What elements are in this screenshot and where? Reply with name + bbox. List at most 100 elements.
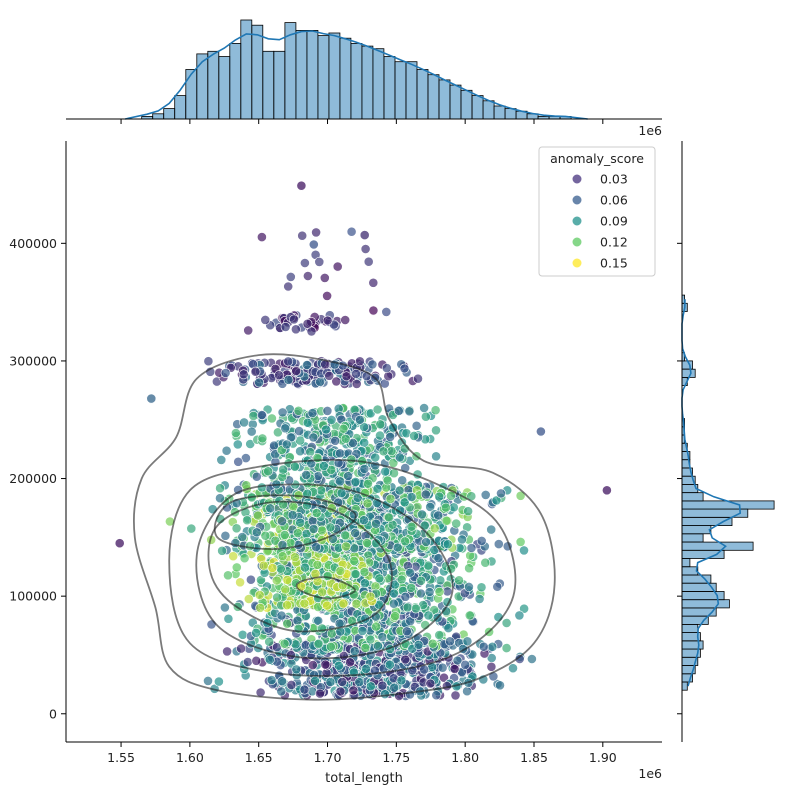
scatter-point [501,618,512,628]
scatter-point [399,363,410,374]
top-histogram-bar [262,50,275,120]
top-histogram-bar [218,56,231,120]
y-tick-label: 100000 [9,589,57,604]
scatter-point [114,538,125,549]
scatter-point [410,603,421,614]
scatter-point [291,366,302,376]
scatter-point [360,578,370,589]
scatter-point [289,461,300,472]
main-scatter-plot [114,180,612,701]
scatter-point [277,407,288,418]
scatter-point [314,256,325,267]
scatter-point [368,277,379,288]
scatter-point [486,524,497,535]
scatter-point [365,681,376,692]
scatter-point [250,366,261,377]
scatter-point [371,621,381,632]
top-histogram-bar [493,105,506,120]
scatter-point [496,488,506,499]
scatter-point [385,493,396,504]
top-histogram-bar [427,74,440,120]
scatter-point [276,686,287,697]
scatter-point [413,639,424,650]
scatter-point [373,641,383,651]
scatter-point [335,476,345,487]
scatter-point [340,315,351,325]
scatter-point [286,680,297,690]
scatter-point [348,685,359,696]
scatter-point [239,553,250,564]
scatter-point [283,281,294,292]
scatter-point [215,493,225,504]
scatter-point [256,232,267,242]
scatter-point [308,239,319,250]
right-histogram-bar [681,640,704,650]
scatter-point [335,448,345,459]
scatter-point [536,426,546,437]
scatter-point [286,432,296,443]
scatter-point [340,433,351,444]
scatter-point [434,630,445,640]
top-histogram-bar [383,56,396,120]
scatter-point [381,363,392,373]
scatter-point [478,641,489,652]
top-histogram-bar [339,37,352,120]
scatter-point [363,478,373,489]
scatter-point [242,657,253,667]
scatter-point [367,359,378,370]
scatter-point [393,405,404,416]
scatter-point [146,393,157,404]
scatter-point [243,594,254,604]
scatter-point [320,659,331,670]
scatter-point [308,524,319,534]
scatter-point [424,587,435,597]
y-tick-label: 200000 [9,471,57,486]
scatter-point [322,405,333,416]
scatter-point [281,439,292,450]
scatter-point [358,515,369,526]
scatter-point [260,530,271,541]
legend-entries: 0.03 0.06 0.09 0.12 0.15 [571,172,628,271]
scatter-point [349,555,359,566]
scatter-point [272,592,282,603]
scatter-point [255,602,266,613]
scatter-point [396,675,407,686]
x-tick-label: 1.85 [520,750,548,765]
scatter-point [283,356,294,367]
scatter-point [299,598,310,609]
scatter-point [278,464,289,475]
scatter-point [463,582,474,592]
top-histogram-bar [482,100,495,120]
scatter-point [384,512,394,523]
scatter-point [203,356,214,367]
scatter-points [114,180,612,701]
scatter-point [282,618,293,629]
scatter-point [420,411,431,422]
scatter-point [392,542,403,553]
scatter-point [492,581,503,592]
scatter-point [454,575,464,586]
scatter-point [381,306,392,317]
scatter-point [238,369,249,380]
scatter-point [457,534,467,545]
legend: anomaly_score 0.03 0.06 0.09 0.12 0.15 [538,146,656,277]
scatter-point [292,615,303,626]
scatter-point [318,460,329,471]
scatter-point [394,485,405,496]
scatter-point [283,374,294,385]
legend-marker [571,173,583,185]
scatter-point [350,476,361,487]
scatter-point [235,577,245,588]
scatter-point [390,611,400,621]
scatter-point [431,690,442,701]
scatter-point [292,528,303,538]
scatter-point [220,368,231,378]
scatter-point [282,600,292,610]
scatter-point [464,610,475,621]
scatter-point [359,463,370,474]
scatter-point [406,521,417,532]
scatter-point [246,426,257,437]
scatter-point [296,180,307,191]
top-marginal-histogram [125,19,588,120]
